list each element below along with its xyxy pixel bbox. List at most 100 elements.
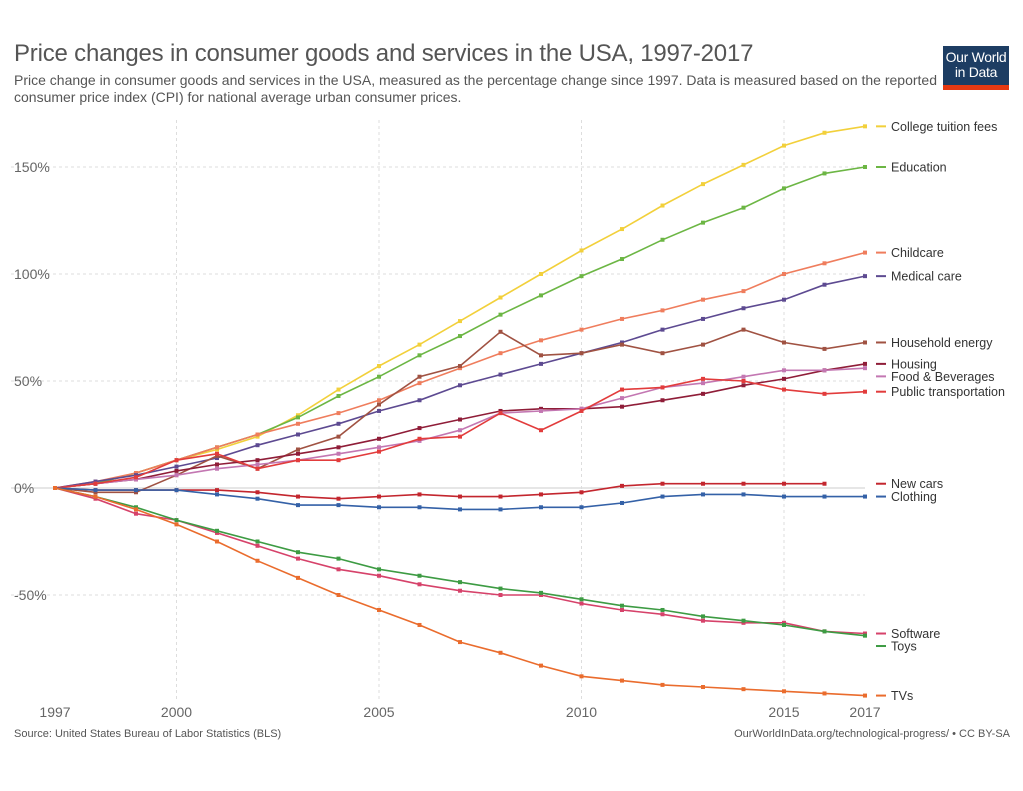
data-point [255, 432, 260, 437]
legend-label: College tuition fees [891, 120, 997, 134]
source-note: Source: United States Bureau of Labor St… [14, 728, 282, 740]
credit-link[interactable]: OurWorldInData.org/technological-progres… [734, 728, 1010, 740]
data-point [417, 398, 422, 403]
data-point [417, 426, 422, 431]
data-point [458, 366, 462, 371]
data-point [417, 353, 422, 358]
data-point [215, 445, 219, 450]
data-point [579, 408, 584, 413]
data-point [660, 398, 665, 403]
data-point [215, 447, 219, 452]
data-point [215, 453, 219, 458]
data-point [498, 372, 503, 377]
data-point [620, 340, 624, 345]
data-point [741, 379, 746, 383]
data-point [296, 458, 300, 463]
data-point [701, 182, 705, 187]
data-point [539, 492, 543, 497]
data-point [93, 479, 98, 484]
data-point [620, 404, 624, 409]
data-point [296, 503, 300, 508]
data-point [782, 481, 786, 486]
x-tick-label: 1997 [39, 704, 70, 720]
data-point [822, 130, 827, 135]
data-point [539, 593, 543, 597]
data-point [863, 340, 867, 345]
data-point [579, 351, 584, 356]
data-point [498, 329, 503, 334]
data-point [782, 620, 786, 625]
data-point [417, 381, 422, 386]
data-point [863, 274, 867, 279]
data-point [417, 492, 422, 497]
data-point [174, 473, 179, 478]
data-point [296, 575, 300, 580]
legend-label: TVs [891, 689, 913, 703]
data-point [458, 364, 462, 369]
data-point [377, 408, 381, 413]
data-point [539, 353, 543, 358]
series-medical-care [53, 274, 867, 490]
data-point [782, 340, 786, 345]
data-point [539, 272, 543, 276]
data-point [377, 436, 381, 441]
legend-label: Household energy [891, 336, 993, 350]
data-point [215, 539, 219, 544]
data-point [822, 346, 827, 351]
legend-label: New cars [891, 477, 943, 491]
data-point [336, 458, 341, 463]
data-point [579, 490, 584, 495]
data-point [822, 629, 827, 634]
data-point [701, 376, 705, 381]
y-tick-label: 0% [14, 480, 34, 496]
data-point [417, 622, 422, 627]
data-point [782, 622, 786, 627]
data-point [620, 396, 624, 401]
data-point [741, 620, 746, 625]
data-point [579, 327, 584, 332]
series-childcare [53, 250, 867, 490]
data-point [660, 327, 665, 332]
data-point [579, 601, 584, 606]
series-line [54, 482, 825, 500]
data-point [701, 481, 705, 486]
data-point [782, 297, 786, 302]
data-point [296, 413, 300, 418]
data-point [498, 494, 503, 499]
data-point [458, 507, 462, 512]
data-point [215, 488, 219, 493]
owid-logo[interactable]: Our World in Data [943, 46, 1009, 90]
data-point [134, 507, 138, 512]
data-point [458, 580, 462, 585]
data-point [174, 458, 179, 463]
data-point [296, 494, 300, 499]
data-point [863, 250, 867, 255]
data-point [620, 607, 624, 612]
data-point [174, 488, 179, 493]
data-point [863, 389, 867, 394]
data-point [701, 492, 705, 497]
data-point [863, 366, 867, 371]
data-point [336, 411, 341, 416]
data-point [782, 376, 786, 381]
data-point [93, 481, 98, 486]
legend-item: Housing [876, 357, 937, 371]
data-point [336, 421, 341, 426]
data-point [93, 494, 98, 499]
data-point [660, 308, 665, 313]
data-point [458, 428, 462, 433]
data-point [620, 316, 624, 321]
y-tick-label: 150% [14, 159, 50, 175]
data-point [134, 488, 138, 493]
data-point [539, 293, 543, 298]
data-point [498, 295, 503, 300]
data-point [782, 143, 786, 148]
data-point [134, 511, 138, 516]
data-point [620, 603, 624, 608]
data-point [498, 507, 503, 512]
x-tick-label: 2017 [849, 704, 880, 720]
data-point [701, 342, 705, 347]
data-point [660, 682, 665, 687]
data-point [579, 274, 584, 279]
data-point [255, 458, 260, 463]
